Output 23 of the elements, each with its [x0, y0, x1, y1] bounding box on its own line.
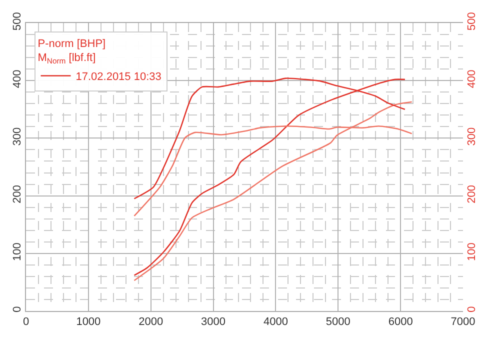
- y2-tick-label: 100: [466, 242, 478, 261]
- y-tick-label: 400: [12, 70, 24, 88]
- line-series: [134, 78, 406, 276]
- x-tick-label: 2000: [138, 316, 164, 328]
- y2-tick-label: 300: [466, 127, 478, 146]
- y-tick-label: 500: [12, 12, 24, 31]
- legend-title: P-norm [BHP] M$_{Norm}$ [lbf.ft]: [38, 38, 106, 66]
- y-tick-label: 100: [12, 242, 24, 261]
- line-series: [134, 101, 412, 282]
- x-tick-label: 3000: [201, 316, 226, 328]
- y2-tick-label: 500: [466, 12, 478, 31]
- x-tick-label: 5000: [326, 316, 350, 328]
- y2-tick-label: 200: [466, 184, 478, 204]
- y-tick-label: 0: [12, 306, 24, 312]
- y2-tick-label: 400: [466, 70, 478, 88]
- legend-label: 17.02.2015 10:33: [76, 71, 162, 84]
- x-tick-label: 4000: [263, 316, 288, 328]
- x-tick-label: 1000: [76, 316, 101, 328]
- x-tick-label: 6000: [388, 316, 413, 328]
- y2-tick-label: 0: [466, 306, 478, 312]
- x-tick-label: 7000: [450, 316, 476, 328]
- y-tick-label: 300: [12, 127, 24, 146]
- y-tick-label: 200: [12, 184, 24, 204]
